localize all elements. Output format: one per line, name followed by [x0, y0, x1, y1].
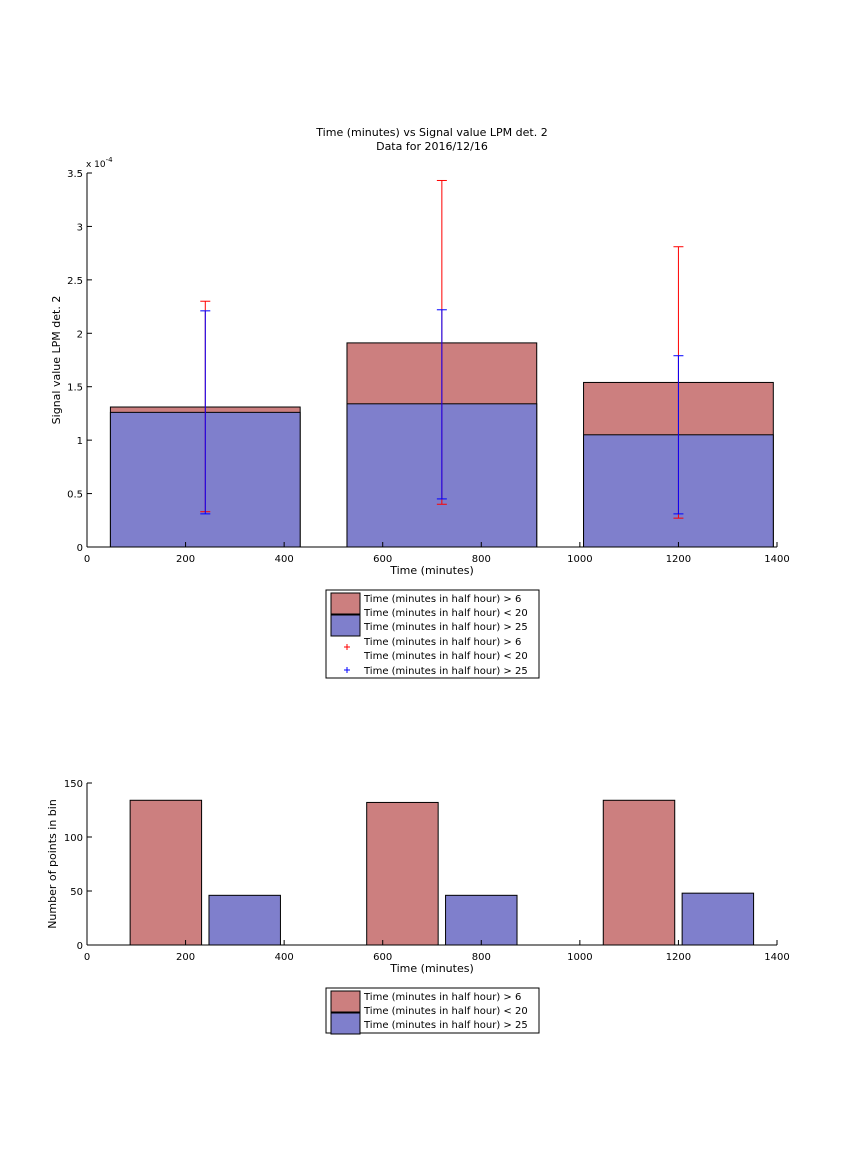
y-tick-label: 1: [77, 436, 83, 447]
y-tick-label: 0: [77, 543, 83, 554]
count-chart: 0 200 400 600 800 1000 1200 1400 0 50 100 150 Time…: [46, 779, 790, 1035]
y-axis-label: Signal value LPM det. 2: [50, 296, 63, 425]
chart-subtitle: Data for 2016/12/16: [376, 140, 488, 153]
y-axis-label: Number of points in bin: [46, 799, 59, 929]
x-tick-label: 0: [84, 554, 90, 565]
y-exponent-label: x 10-4: [86, 156, 113, 170]
x-tick-label: 200: [176, 952, 195, 963]
y-ticks: 0 50 100 150: [64, 779, 92, 952]
legend-entry: Time (minutes in half hour) > 25: [363, 622, 528, 633]
x-tick-label: 1200: [666, 554, 691, 565]
x-axis-label: Time (minutes): [389, 962, 474, 975]
legend-box: [325, 987, 540, 1034]
y-tick-label: 2.5: [67, 276, 83, 287]
legend-swatch-blue: [330, 1012, 361, 1035]
legend-entry: Time (minutes in half hour) < 20: [363, 608, 528, 619]
bar-red: [366, 801, 439, 946]
x-tick-label: 600: [373, 554, 392, 565]
legend-plus-blue: [344, 667, 350, 673]
error-bars-group: [200, 179, 684, 519]
legend: Time (minutes in half hour) > 6 Time (mi…: [325, 987, 540, 1035]
legend-entry: Time (minutes in half hour) < 20: [363, 1006, 528, 1017]
x-tick-label: 800: [472, 952, 491, 963]
legend-entry: Time (minutes in half hour) > 6: [363, 637, 521, 648]
legend-entry: Time (minutes in half hour) > 25: [363, 1020, 528, 1031]
x-tick-label: 400: [275, 554, 294, 565]
bar-red: [602, 799, 676, 946]
x-axis-label: Time (minutes): [389, 564, 474, 577]
y-exponent-power: -4: [106, 156, 114, 164]
legend-entry: Time (minutes in half hour) > 6: [363, 992, 521, 1003]
bar-blue: [681, 892, 755, 946]
legend-entry: Time (minutes in half hour) > 6: [363, 594, 521, 605]
legend-entry: Time (minutes in half hour) > 25: [363, 666, 528, 677]
y-tick-label: 0.5: [67, 490, 83, 501]
signal-chart: Time (minutes) vs Signal value LPM det. …: [50, 126, 790, 679]
legend-entry: Time (minutes in half hour) < 20: [363, 651, 528, 662]
bars-group: [129, 799, 755, 946]
y-tick-label: 3: [77, 222, 83, 233]
x-tick-label: 1400: [764, 554, 789, 565]
y-tick-label: 3.5: [67, 169, 83, 180]
x-tick-label: 1400: [764, 952, 789, 963]
x-tick-label: 200: [176, 554, 195, 565]
legend: Time (minutes in half hour) > 6 Time (mi…: [325, 589, 540, 679]
x-tick-label: 1000: [567, 952, 592, 963]
x-tick-label: 800: [472, 554, 491, 565]
y-tick-label: 150: [64, 779, 83, 790]
x-tick-label: 600: [373, 952, 392, 963]
x-tick-label: 0: [84, 952, 90, 963]
legend-box: [325, 589, 540, 679]
y-tick-label: 50: [70, 887, 83, 898]
y-ticks: 0 0.5 1 1.5 2 2.5 3 3.5: [67, 169, 92, 554]
legend-swatch-blue: [330, 614, 361, 637]
x-ticks: 0 200 400 600 800 1000 1200 1400: [84, 542, 790, 565]
x-tick-label: 400: [275, 952, 294, 963]
chart-title: Time (minutes) vs Signal value LPM det. …: [315, 126, 547, 139]
x-ticks: 0 200 400 600 800 1000 1200 1400: [84, 940, 790, 963]
y-tick-label: 1.5: [67, 383, 83, 394]
legend-swatch-red: [330, 990, 361, 1013]
bar-blue: [445, 894, 518, 946]
y-tick-label: 100: [64, 833, 83, 844]
bar-blue: [208, 894, 281, 946]
x-tick-label: 1000: [567, 554, 592, 565]
x-tick-label: 1200: [666, 952, 691, 963]
y-exponent-base: x 10: [86, 160, 106, 170]
bar-red: [129, 799, 203, 946]
y-tick-label: 0: [77, 941, 83, 952]
y-tick-label: 2: [77, 329, 83, 340]
legend-plus-red: [344, 644, 350, 650]
legend-swatch-red: [330, 592, 361, 615]
